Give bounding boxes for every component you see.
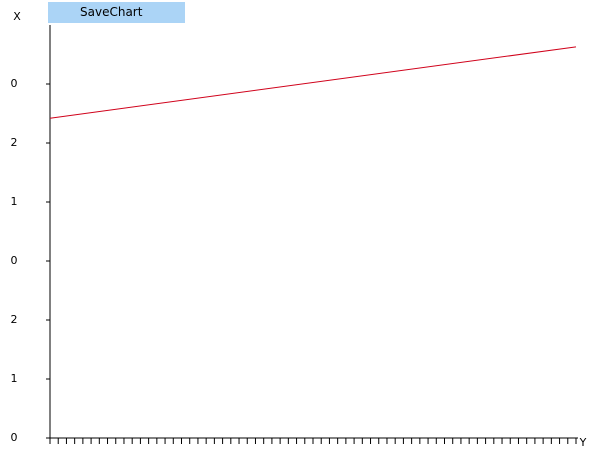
- y-tick-label: 2: [11, 313, 18, 326]
- y-tick-label: 1: [11, 195, 18, 208]
- button-label: SaveChart: [80, 5, 143, 19]
- data-line: [49, 46, 577, 119]
- y-tick-label: 0: [11, 77, 18, 90]
- y-tick-label: 2: [11, 136, 18, 149]
- y-tick-label: 0: [11, 254, 18, 267]
- y-tick-label: 1: [11, 372, 18, 385]
- y-tick-label: 0: [11, 431, 18, 444]
- x-axis-title: Y: [579, 436, 587, 449]
- y-axis-title: X: [13, 10, 21, 23]
- save-chart-button[interactable]: SaveChart: [48, 2, 185, 23]
